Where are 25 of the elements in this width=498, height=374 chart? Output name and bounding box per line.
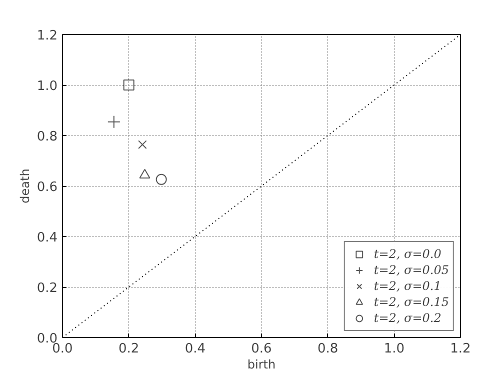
y-tick-label: 1.0: [36, 79, 58, 94]
point: [138, 140, 147, 149]
legend-label: t=2, σ=0.2: [374, 310, 442, 326]
y-tick-label: 0.8: [36, 130, 58, 144]
x-tick-label: 0.2: [118, 342, 140, 356]
point: [107, 115, 120, 128]
legend-label: t=2, σ=0.15: [374, 294, 449, 310]
y-tick-label: 0.6: [36, 180, 58, 195]
x-tick-label: 0.4: [184, 342, 206, 356]
legend-label: t=2, σ=0.1: [374, 278, 442, 294]
point: [123, 80, 134, 90]
y-tick-label: 1.2: [36, 28, 58, 44]
x-tick-label: 0.8: [317, 342, 338, 356]
x-tick-label: 1.0: [384, 342, 405, 356]
x-tick-label: 1.2: [450, 342, 471, 356]
x-tick-label: 0.6: [251, 342, 272, 356]
point: [139, 168, 150, 179]
legend-label: t=2, σ=0.0: [374, 246, 442, 262]
point: [156, 174, 167, 185]
y-tick-label: 0.4: [36, 230, 58, 246]
legend-label: t=2, σ=0.05: [374, 262, 449, 278]
y-tick-label: 0.2: [36, 281, 58, 296]
x-axis-title: birth: [247, 358, 276, 372]
y-axis-title: death: [18, 168, 32, 204]
x-tick-label: 0.0: [52, 342, 73, 356]
